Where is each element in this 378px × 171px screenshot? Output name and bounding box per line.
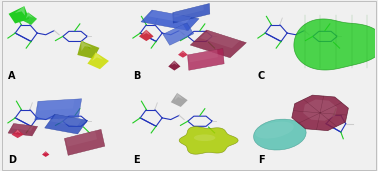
Polygon shape	[294, 19, 378, 70]
Polygon shape	[148, 10, 191, 23]
Polygon shape	[87, 52, 109, 69]
Ellipse shape	[254, 119, 306, 150]
Polygon shape	[64, 129, 105, 155]
Polygon shape	[200, 30, 240, 48]
Polygon shape	[303, 100, 337, 121]
Polygon shape	[180, 51, 185, 54]
Polygon shape	[12, 124, 34, 131]
Polygon shape	[164, 25, 186, 39]
Polygon shape	[12, 130, 24, 138]
Polygon shape	[66, 131, 97, 147]
Polygon shape	[171, 61, 177, 65]
Polygon shape	[139, 30, 153, 41]
Polygon shape	[173, 3, 210, 23]
Polygon shape	[168, 61, 180, 71]
Ellipse shape	[255, 122, 294, 139]
Polygon shape	[77, 41, 99, 59]
Polygon shape	[81, 41, 93, 51]
Polygon shape	[171, 93, 187, 107]
Text: A: A	[8, 71, 15, 81]
Polygon shape	[179, 127, 238, 154]
Text: E: E	[133, 155, 139, 166]
Polygon shape	[23, 12, 37, 25]
Polygon shape	[26, 12, 33, 19]
Text: F: F	[258, 155, 265, 166]
Polygon shape	[174, 5, 204, 18]
Polygon shape	[189, 50, 218, 62]
Polygon shape	[190, 30, 246, 58]
Text: C: C	[258, 71, 265, 81]
Polygon shape	[141, 10, 199, 30]
Polygon shape	[187, 48, 224, 70]
Polygon shape	[92, 52, 103, 61]
Polygon shape	[15, 6, 25, 16]
Ellipse shape	[194, 134, 215, 141]
Polygon shape	[51, 114, 82, 126]
Text: D: D	[8, 155, 16, 166]
Polygon shape	[8, 124, 37, 136]
Polygon shape	[45, 114, 87, 134]
Polygon shape	[143, 30, 150, 35]
Polygon shape	[175, 93, 183, 100]
Polygon shape	[292, 95, 349, 131]
Polygon shape	[44, 151, 48, 154]
Polygon shape	[15, 130, 21, 134]
Polygon shape	[42, 151, 50, 157]
Polygon shape	[9, 6, 29, 24]
Text: B: B	[133, 71, 140, 81]
Polygon shape	[35, 99, 82, 120]
Polygon shape	[38, 99, 74, 111]
Polygon shape	[178, 51, 188, 58]
Polygon shape	[163, 23, 194, 45]
